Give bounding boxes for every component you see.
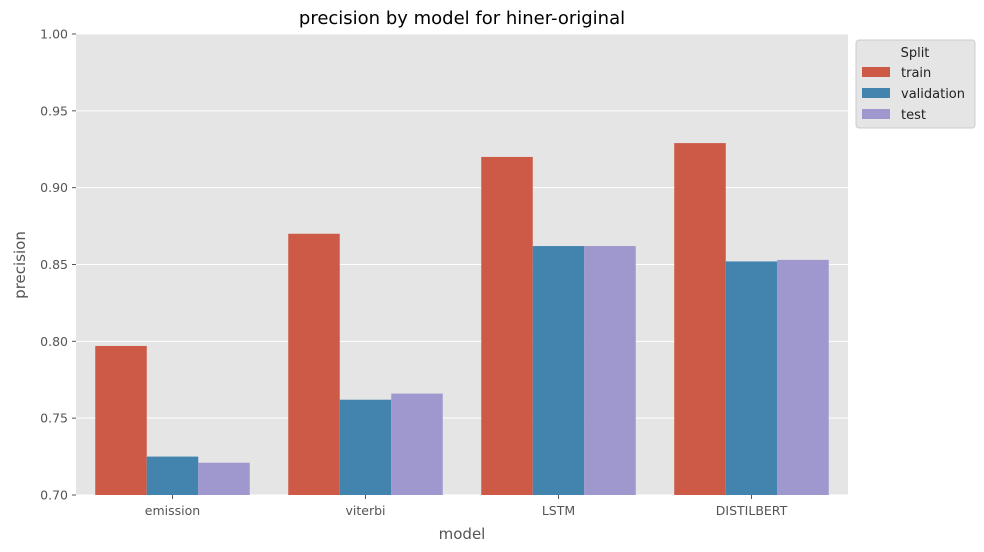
legend-label-train: train <box>901 66 931 81</box>
bar-train-LSTM <box>481 156 533 495</box>
bar-test-DISTILBERT <box>777 259 829 495</box>
y-tick-label: 0.95 <box>40 103 68 118</box>
bar-validation-emission <box>146 456 199 495</box>
legend-label-validation: validation <box>901 87 965 102</box>
bar-validation-LSTM <box>532 246 585 495</box>
bar-train-emission <box>95 345 147 495</box>
legend-swatch-test <box>862 109 890 119</box>
y-tick-label: 0.75 <box>40 411 68 426</box>
legend-title: Split <box>901 46 930 61</box>
y-axis-label: precision <box>11 231 29 299</box>
bar-validation-DISTILBERT <box>725 261 778 495</box>
legend-box <box>855 39 976 129</box>
x-tick-label: LSTM <box>542 503 575 518</box>
y-tick-label: 0.70 <box>40 488 68 503</box>
y-tick-label: 0.85 <box>40 257 68 272</box>
legend-swatch-validation <box>862 88 890 98</box>
bar-validation-viterbi <box>339 399 392 495</box>
bar-train-DISTILBERT <box>674 143 726 495</box>
legend: Split train validation test <box>855 39 976 129</box>
x-axis-ticks: emission viterbi LSTM DISTILBERT <box>145 495 788 518</box>
legend-label-test: test <box>901 108 926 123</box>
x-tick-label: emission <box>145 503 200 518</box>
bar-train-viterbi <box>288 233 340 495</box>
bar-test-viterbi <box>391 393 443 495</box>
y-axis-ticks: 0.70 0.75 0.80 0.85 0.90 0.95 1.00 <box>40 27 76 503</box>
legend-swatch-train <box>862 67 890 77</box>
x-axis-label: model <box>439 525 486 543</box>
y-tick-label: 1.00 <box>40 27 68 42</box>
x-tick-label: viterbi <box>345 503 385 518</box>
bars <box>95 143 829 495</box>
y-tick-label: 0.90 <box>40 180 68 195</box>
chart-title: precision by model for hiner-original <box>299 8 625 29</box>
bar-test-LSTM <box>584 246 636 495</box>
bar-test-emission <box>198 462 250 495</box>
x-tick-label: DISTILBERT <box>716 503 788 518</box>
y-tick-label: 0.80 <box>40 334 68 349</box>
